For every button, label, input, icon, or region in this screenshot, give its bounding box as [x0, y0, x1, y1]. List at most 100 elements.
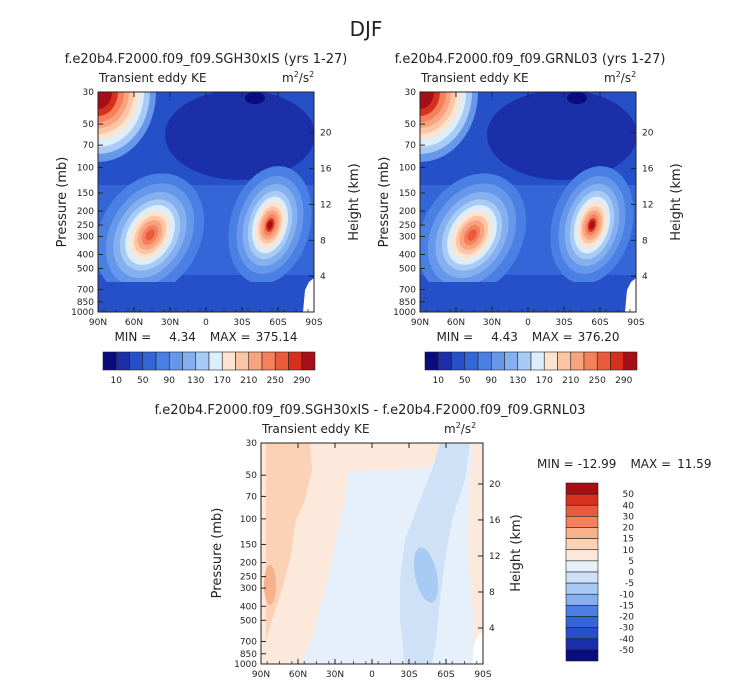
- panel-1-colorbar: 10 50 90 130 170 210 250 290: [102, 351, 316, 386]
- panel-2-terrain-mask: [625, 278, 636, 312]
- panel-3-y-tick-label: 250: [240, 573, 257, 583]
- panel-1-colorbar-swatch: [142, 351, 157, 371]
- panel-3-y-tick-label: 700: [240, 638, 257, 648]
- panel-2-colorbar-swatch: [583, 351, 598, 371]
- panel-2-y-tick-label: 1000: [393, 308, 416, 318]
- panel-2-colorbar-label: 290: [615, 376, 632, 386]
- panel-3-title: f.e20b4.F2000.f09_f09.SGH30xIS - f.e20b4…: [154, 403, 585, 418]
- panel-1-ylabel-right: Height (km): [347, 163, 362, 240]
- panel-2-x-tick-label: 90N: [411, 318, 429, 328]
- panel-3-colorbar-label: 15: [623, 535, 634, 545]
- panel-2-x-tick-label: 30N: [483, 318, 501, 328]
- panel-1-axes: 90N 60N 30N 0 30S 60S 90S 30 50 70 100 150 200 250300…: [71, 88, 332, 328]
- panel-2-height-tick-label: 12: [642, 200, 653, 210]
- panel-3-colorbar-swatch: [565, 516, 599, 528]
- panel-2-y-tick-label: 30: [405, 88, 417, 98]
- panel-2-minmax: MIN = 4.43 MAX = 376.20: [436, 330, 619, 344]
- panel-2-x-tick-label: 30S: [555, 318, 572, 328]
- panel-1-ylabel: Pressure (mb): [55, 157, 70, 248]
- panel-2-colorbar-label: 250: [589, 376, 606, 386]
- panel-3-height-tick-label: 12: [489, 552, 500, 562]
- panel-2-x-tick-label: 60S: [591, 318, 608, 328]
- panel-1-sh-jet-level-11: [267, 221, 273, 229]
- panel-2-colorbar-swatch: [543, 351, 558, 371]
- panel-1-nh-jet-level-10: [145, 229, 155, 241]
- panel-3-units: m2/s2: [444, 421, 476, 436]
- panel-3-x-tick-label: 60S: [437, 670, 454, 680]
- panel-3-colorbar-swatch: [565, 504, 599, 517]
- panel-1-nh-jet: [98, 173, 205, 297]
- panel-3-colorbar-swatch: [565, 593, 599, 606]
- panel-3-height-tick-label: 20: [489, 480, 501, 490]
- panel-2-colorbar-swatch: [570, 351, 585, 371]
- panel-3-height-tick-label: 4: [489, 624, 495, 634]
- panel-1-colorbar-swatch: [168, 351, 183, 371]
- panel-3-y-tick-label: 70: [246, 492, 258, 502]
- panel-1-colorbar-swatch: [221, 351, 236, 371]
- panel-2-y-tick-label: 700: [399, 286, 416, 296]
- panel-3-colorbar-label: 30: [623, 512, 635, 522]
- panel-1-x-tick-label: 30N: [161, 318, 179, 328]
- panel-2-colorbar-swatch: [517, 351, 532, 371]
- panel-3-y-tick-label: 200: [240, 559, 257, 569]
- panel-2-x-tick-label: 90S: [627, 318, 644, 328]
- panel-2-y-tick-label: 70: [405, 141, 417, 151]
- panel-1-polar-corner-max: [98, 92, 156, 162]
- panel-3-x-tick-label: 30N: [326, 670, 344, 680]
- panel-2-y-tick-label: 100: [399, 164, 416, 174]
- panel-3-positive-region-upper: [345, 443, 440, 472]
- panel-1-x-tick-label: 60N: [125, 318, 143, 328]
- panel-3-terrain-mask: [472, 632, 483, 664]
- panel-1-y-tick-label: 150: [77, 189, 94, 199]
- panel-1-colorbar-swatch: [195, 351, 210, 371]
- panel-1-y-tick-label: 100: [77, 164, 94, 174]
- panel-2-colorbar-swatch: [477, 351, 492, 371]
- panel-2-colorbar-label: 170: [536, 376, 553, 386]
- panel-1-colorbar-swatch: [182, 351, 197, 371]
- panel-3-y-tick-label: 100: [240, 515, 257, 525]
- panel-3-colorbar-swatch: [565, 571, 599, 584]
- panel-3-y-tick-label: 500: [240, 616, 257, 626]
- panel-2-colorbar-swatch: [610, 351, 625, 371]
- panel-2-y-tick-label: 50: [405, 120, 417, 130]
- panel-2-colorbar-label: 90: [486, 376, 498, 386]
- panel-2-x-tick-label: 0: [525, 318, 531, 328]
- panel-3-colorbar-label: -20: [619, 613, 634, 623]
- panel-3-colorbar-label: -40: [619, 635, 634, 645]
- panel-1-x-tick-label: 90S: [305, 318, 322, 328]
- panel-1-y-tick-label: 70: [83, 141, 95, 151]
- panel-2-colorbar-swatch: [437, 351, 452, 371]
- panel-1-colorbar-swatch: [129, 351, 144, 371]
- panel-3-ylabel-right: Height (km): [509, 514, 524, 591]
- panel-2-colorbar-swatch: [504, 351, 519, 371]
- panel-1-colorbar-label: 210: [240, 376, 257, 386]
- panel-3-colorbar-swatch: [565, 538, 599, 551]
- panel-2-axes: 90N 60N 30N 0 30S 60S 90S 30 50 70 100 150 200 250300…: [393, 88, 654, 328]
- panel-3-colorbar-label: 20: [623, 524, 635, 534]
- panel-1-height-tick-label: 8: [320, 236, 326, 246]
- panel-3-colorbar-label: -50: [619, 646, 634, 656]
- panel-2-y-tick-label: 150: [399, 189, 416, 199]
- panel-2-ylabel: Pressure (mb): [377, 157, 392, 248]
- panel-1-colorbar-swatch: [208, 351, 223, 371]
- panel-1-polar-corner-level-9: [98, 92, 112, 109]
- panel-1-height-tick-label: 20: [320, 129, 332, 139]
- panel-3-colorbar-swatch: [565, 627, 599, 640]
- panel-3-colorbar-label: -5: [625, 579, 634, 589]
- panel-1-height-tick-label: 16: [320, 165, 332, 175]
- panel-2-height-tick-label: 4: [642, 272, 648, 282]
- panel-1-low-ke-region: [165, 92, 314, 180]
- panel-3-colorbar-label: 50: [623, 490, 635, 500]
- panel-3-colorbar-swatch: [565, 549, 599, 562]
- panel-3-colorbar-swatch: [565, 649, 599, 662]
- panel-1-colorbar-swatch: [155, 351, 170, 371]
- panel-2-colorbar-label: 10: [433, 376, 445, 386]
- panel-2-nh-jet: [420, 173, 527, 297]
- panel-3-minmax: MIN = -12.99 MAX = 11.59: [537, 457, 711, 471]
- panel-1-title: f.e20b4.F2000.f09_f09.SGH30xIS (yrs 1-27…: [65, 52, 348, 67]
- panel-3-negative-min: [413, 547, 439, 603]
- panel-3-colorbar-label: 10: [623, 546, 635, 556]
- panel-1-x-tick-label: 90N: [89, 318, 107, 328]
- panel-1-sh-jet: [228, 166, 312, 284]
- panel-1-height-tick-label: 12: [320, 200, 331, 210]
